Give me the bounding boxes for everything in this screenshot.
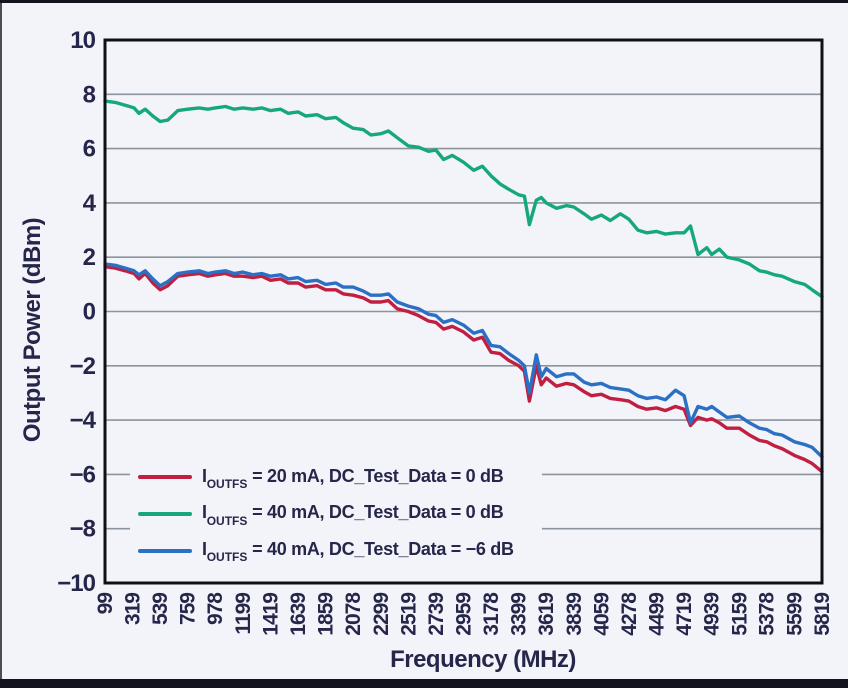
legend-row: IOUTFS = 40 mA, DC_Test_Data = 0 dB xyxy=(138,502,542,528)
x-tick-label: 1419 xyxy=(259,593,282,636)
legend-label: IOUTFS = 40 mA, DC_Test_Data = −6 dB xyxy=(202,538,514,565)
y-tick-label: −6 xyxy=(70,461,96,488)
legend: IOUTFS = 20 mA, DC_Test_Data = 0 dB IOUTF… xyxy=(130,455,542,573)
x-tick-label: 2739 xyxy=(425,593,448,636)
photo-border-top xyxy=(0,0,848,3)
y-tick-label: −10 xyxy=(57,570,95,597)
x-tick-label: 4719 xyxy=(673,593,696,636)
x-tick-label: 759 xyxy=(177,593,200,625)
x-tick-label: 2959 xyxy=(453,593,476,636)
photo-border-bottom xyxy=(0,679,848,688)
legend-line-swatch xyxy=(138,511,192,516)
x-tick-label: 2519 xyxy=(397,593,420,636)
legend-label: IOUTFS = 40 mA, DC_Test_Data = 0 dB xyxy=(202,502,504,528)
x-tick-label: 5819 xyxy=(811,593,834,636)
y-tick-label: −4 xyxy=(70,407,97,434)
x-tick-label: 539 xyxy=(149,593,172,625)
legend-line-swatch xyxy=(138,548,192,553)
legend-row: IOUTFS = 40 mA, DC_Test_Data = −6 dB xyxy=(138,538,542,565)
x-tick-label: 4059 xyxy=(590,593,613,636)
x-tick-label: 319 xyxy=(122,593,145,625)
y-tick-label: 6 xyxy=(83,136,96,163)
y-tick-label: 4 xyxy=(83,190,97,217)
x-tick-label: 3839 xyxy=(563,593,586,636)
y-tick-label: 8 xyxy=(83,81,96,108)
legend-line-swatch xyxy=(138,475,192,480)
x-axis-title: Frequency (MHz) xyxy=(390,646,576,673)
x-tick-label: 1639 xyxy=(287,593,310,636)
legend-label: IOUTFS = 20 mA, DC_Test_Data = 0 dB xyxy=(202,465,504,492)
plot-frame xyxy=(103,38,824,585)
x-tick-label: 1859 xyxy=(315,593,338,636)
y-axis-title: Output Power (dBm) xyxy=(19,217,46,443)
x-tick-label: 3178 xyxy=(480,592,503,636)
x-tick-label: 5378 xyxy=(756,592,779,636)
x-tick-label: 4499 xyxy=(646,593,669,636)
x-tick-label: 3619 xyxy=(535,593,558,636)
series-line xyxy=(103,262,824,459)
y-tick-label: 0 xyxy=(83,299,96,326)
x-tick-label: 3399 xyxy=(508,593,531,636)
legend-row: IOUTFS = 20 mA, DC_Test_Data = 0 dB xyxy=(138,465,542,492)
x-tick-label: 4278 xyxy=(618,592,641,636)
y-tick-label: 10 xyxy=(70,27,95,54)
x-tick-label: 2078 xyxy=(342,592,365,636)
x-tick-label: 5159 xyxy=(728,593,751,636)
x-tick-label: 2299 xyxy=(370,593,393,636)
y-tick-label: −2 xyxy=(70,353,96,380)
x-tick-label: 1199 xyxy=(232,593,255,635)
series-line xyxy=(103,265,824,474)
x-tick-label: 4939 xyxy=(701,593,724,636)
series-line xyxy=(103,99,824,299)
x-tick-label: 5599 xyxy=(783,593,806,636)
photo-border-left xyxy=(0,0,2,688)
x-tick-label: 99 xyxy=(94,593,117,615)
y-tick-label: −8 xyxy=(70,516,96,543)
y-tick-label: 2 xyxy=(83,244,96,271)
x-tick-label: 978 xyxy=(204,592,227,625)
